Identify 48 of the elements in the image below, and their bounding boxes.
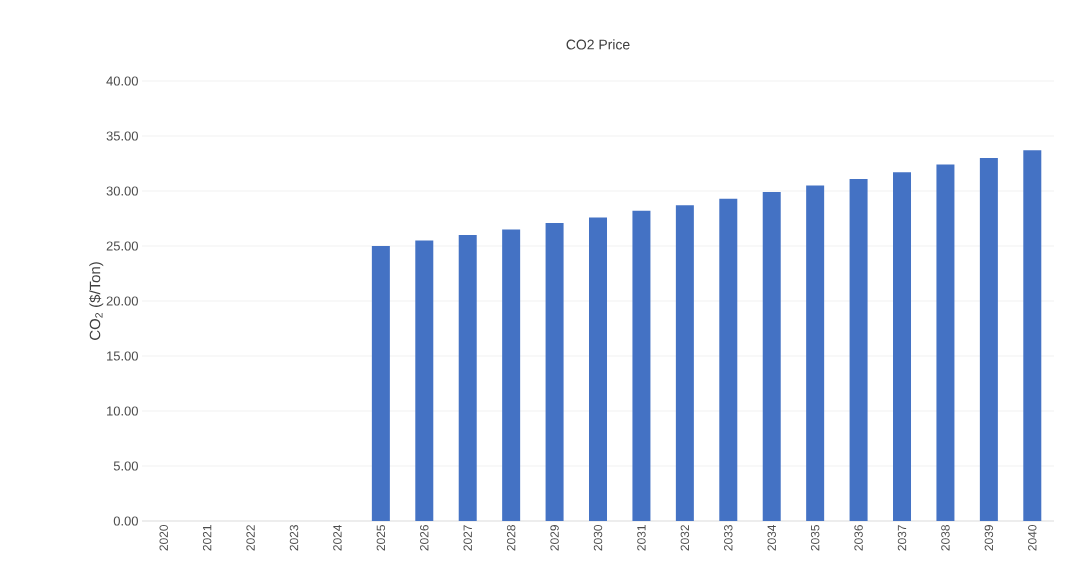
bar [893,172,912,521]
x-tick-label: 2029 [550,525,559,551]
bar [806,185,825,521]
x-tick-label: 2031 [637,525,646,551]
x-tick-label: 2039 [984,525,994,551]
bar [936,164,955,521]
y-axis-title: CO$_{2}$ ($/Ton) [89,262,104,340]
y-tick-label: 35.00 [106,131,138,141]
bar [589,217,607,521]
y-tick-label: 25.00 [106,241,138,251]
y-tick-label: 0.00 [113,516,138,526]
x-tick-label: 2026 [420,525,429,551]
bar [719,198,738,521]
y-tick-label: 40.00 [106,76,138,86]
x-tick-label: 2028 [506,525,516,551]
y-tick-label: 20.00 [106,296,138,306]
x-tick-label: 2027 [463,525,472,551]
chart-title: CO2 Price [566,39,630,50]
x-tick-label: 2038 [941,525,950,551]
x-tick-label: 2024 [333,524,342,551]
bar [632,210,651,521]
bar [502,229,521,521]
bar [371,246,390,521]
x-tick-label: 2037 [897,525,907,551]
bar [415,240,434,521]
x-tick-label: 2021 [202,525,212,551]
bar [849,178,868,521]
bar [762,192,781,521]
bar [675,205,694,521]
x-tick-label: 2036 [854,525,863,551]
y-tick-label: 10.00 [107,406,138,416]
bar [1023,150,1042,521]
x-tick-label: 2022 [246,525,255,551]
x-tick-label: 2033 [724,525,733,551]
y-tick-label: 15.00 [107,351,138,361]
x-tick-label: 2025 [376,525,386,551]
y-tick-label: 5.00 [113,461,138,471]
x-tick-label: 2032 [680,525,690,551]
x-tick-label: 2030 [593,524,603,551]
bar [545,222,564,521]
bar [458,235,477,521]
x-tick-label: 2034 [767,524,776,551]
x-tick-label: 2040 [1028,524,1037,551]
x-tick-label: 2023 [289,525,299,551]
y-tick-label: 30.00 [106,186,138,196]
x-tick-label: 2035 [810,525,820,551]
bar [979,158,998,521]
x-tick-label: 2020 [159,524,168,551]
